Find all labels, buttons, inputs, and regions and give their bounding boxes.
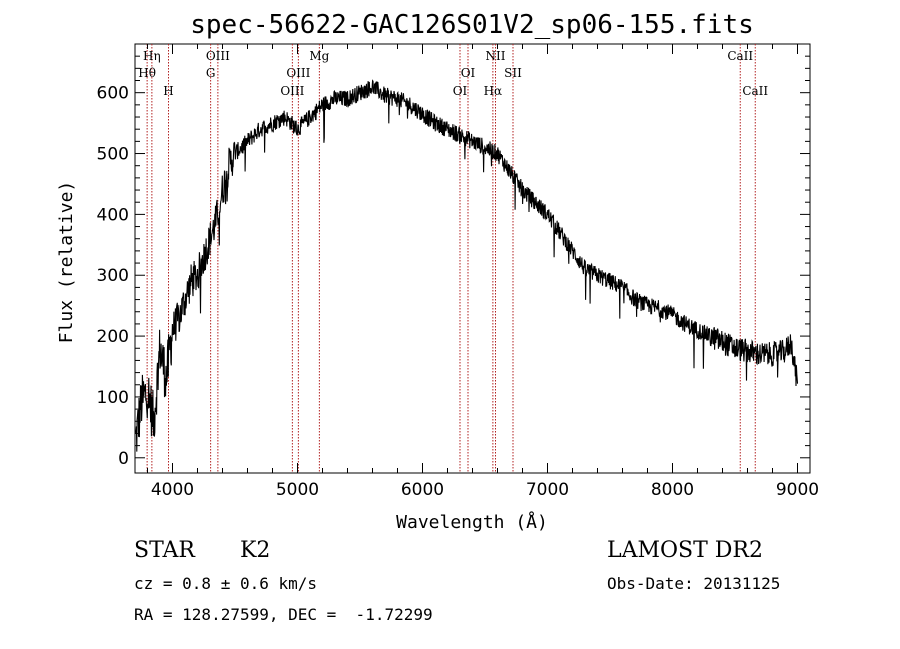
object-class: STAR: [134, 538, 195, 563]
plot-border: [134, 43, 811, 474]
y-tick-label: 500: [97, 145, 129, 165]
y-axis-label: Flux (relative): [56, 181, 77, 344]
x-tick-label: 5000: [276, 480, 319, 500]
spectral-line-label: H: [163, 84, 173, 98]
spectral-line-label: Hη: [143, 49, 161, 63]
y-axis-ticks: 0 100 200 300 400 500 600: [97, 55, 810, 469]
spectral-line-label: Hα: [484, 84, 503, 98]
x-axis-ticks: 4000 5000 6000 7000 8000 9000: [147, 44, 819, 500]
chart-title: spec-56622-GAC126S01V2_sp06-155.fits: [190, 10, 754, 40]
spectrum-series: [135, 79, 799, 452]
x-tick-label: 7000: [526, 480, 569, 500]
y-tick-label: 300: [97, 266, 129, 286]
y-tick-label: 100: [97, 388, 129, 408]
spectral-line-label: OIII: [206, 49, 230, 63]
spectral-line-label: Mg: [309, 49, 329, 63]
plot-frame: [134, 43, 811, 474]
object-subclass: K2: [240, 538, 271, 563]
survey-name: LAMOST DR2: [607, 538, 763, 563]
x-axis-label: Wavelength (Å): [396, 511, 548, 533]
spectral-line-label: OIII: [286, 66, 310, 80]
redshift-cz: cz = 0.8 ± 0.6 km/s: [134, 574, 318, 593]
x-tick-label: 4000: [151, 480, 194, 500]
spectral-line-label: OI: [461, 66, 476, 80]
y-tick-label: 600: [97, 84, 129, 104]
observation-date: Obs-Date: 20131125: [607, 574, 781, 593]
x-tick-label: 8000: [651, 480, 694, 500]
spectral-line-label: G: [206, 66, 216, 80]
x-tick-label: 6000: [401, 480, 444, 500]
coordinates: RA = 128.27599, DEC = -1.72299: [134, 605, 433, 624]
y-tick-label: 0: [118, 449, 129, 469]
x-tick-label: 9000: [776, 480, 819, 500]
spectral-line-label: SII: [504, 66, 522, 80]
spectrum-line: [135, 79, 799, 452]
spectral-line-label: CaII: [742, 84, 768, 98]
spectral-line-label: OIII: [280, 84, 304, 98]
y-tick-label: 400: [97, 205, 129, 225]
spectral-line-label: Hθ: [138, 66, 156, 80]
spectral-line-label: NII: [486, 49, 506, 63]
y-tick-label: 200: [97, 327, 129, 347]
spectral-line-label: CaII: [727, 49, 753, 63]
spectral-line-label: OI: [453, 84, 468, 98]
